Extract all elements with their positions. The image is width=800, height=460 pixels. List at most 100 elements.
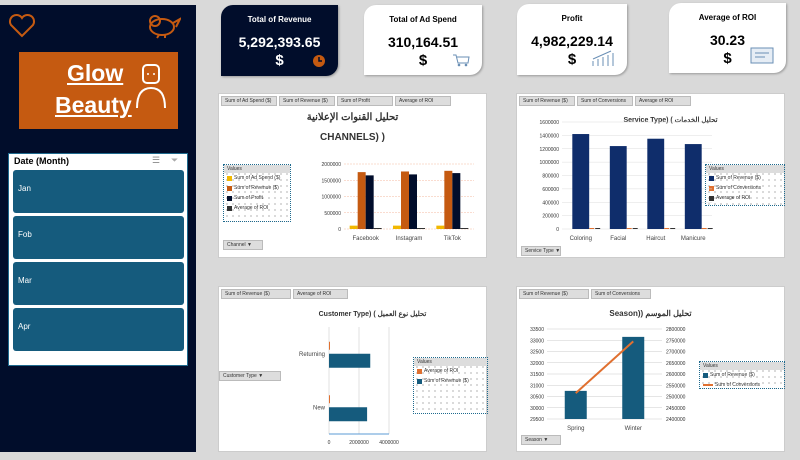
field-button[interactable]: Sum of Revenue ($) <box>279 96 335 106</box>
filter-dropdown[interactable]: Customer Type ▼ <box>219 371 281 381</box>
field-button[interactable]: Sum of Revenue ($) <box>221 289 291 299</box>
legend-swatch <box>227 175 232 181</box>
kpi-title: Profit <box>561 14 583 23</box>
field-button[interactable]: Sum of Profit <box>337 96 393 106</box>
kpi-value: 310,164.51 <box>387 34 459 50</box>
field-button[interactable]: Sum of Revenue ($) <box>519 289 589 299</box>
legend-item: Sum of Conversions <box>706 183 784 193</box>
tick-label: 600000 <box>542 187 559 193</box>
category-label: Facebook <box>352 236 379 242</box>
tick-label-left: 29500 <box>530 417 544 423</box>
bar <box>452 173 461 229</box>
slicer-item-apr[interactable]: Apr <box>13 308 184 351</box>
tick-label: 1200000 <box>540 147 560 153</box>
field-button[interactable]: Sum of Revenue ($) <box>519 96 575 106</box>
tick-label: 500000 <box>324 211 341 217</box>
slicer-item-feb[interactable]: Fob <box>13 216 184 259</box>
legend-title: Values <box>700 362 784 370</box>
bar <box>417 228 425 229</box>
tick-label-right: 2450000 <box>666 406 686 412</box>
legend-item: Sum of Conversions <box>700 380 784 390</box>
legend-swatch <box>703 372 708 378</box>
tick-label: 1000000 <box>322 195 342 201</box>
line-series <box>575 340 634 394</box>
category-label: Spring <box>567 426 584 432</box>
chart-legend: Values Sum of Ad Spend ($) Sum of Revenue … <box>223 164 291 222</box>
legend-swatch <box>709 195 714 201</box>
tick-label-right: 2800000 <box>666 327 686 333</box>
bar <box>373 228 382 229</box>
bar <box>632 228 638 229</box>
legend-label: Sum of Revenue ($) <box>716 175 761 181</box>
legend-item: Sum of Ad Spend ($) <box>224 173 290 183</box>
legend-swatch <box>227 185 232 191</box>
tick-label-left: 33000 <box>530 338 544 344</box>
legend-item: Sum of Revenue ($) <box>414 376 487 386</box>
bar <box>460 228 469 229</box>
kpi-profit: Profit 4,982,229.14 $ <box>517 4 627 75</box>
bar <box>357 172 366 229</box>
tick-label-left: 32500 <box>530 350 544 356</box>
bar <box>684 144 702 229</box>
slicer-item-mar[interactable]: Mar <box>13 262 184 305</box>
slicer-item-jan[interactable]: Jan <box>13 170 184 213</box>
legend-swatch <box>227 205 232 211</box>
bar <box>572 134 590 229</box>
field-button[interactable]: Average of ROI <box>293 289 348 299</box>
month-slicer: Date (Month) ☰ ⏷ Jan Fob Mar Apr <box>8 153 188 366</box>
legend-swatch <box>417 368 422 374</box>
tick-label-right: 2600000 <box>666 372 686 378</box>
kpi-revenue: Total of Revenue 5,292,393.65 $ <box>221 5 338 76</box>
bar <box>670 228 676 229</box>
field-button[interactable]: Sum of Conversions <box>577 96 633 106</box>
field-button[interactable]: Average of ROI <box>395 96 451 106</box>
channel-chart: Sum of Ad Spend ($) Sum of Revenue ($) Sum… <box>218 93 487 258</box>
legend-title: Values <box>224 165 290 173</box>
legend-swatch <box>417 378 422 384</box>
legend-swatch <box>709 185 714 191</box>
legend-item: Sum of Revenue ($) <box>224 183 290 193</box>
tick-label-left: 32000 <box>530 361 544 367</box>
legend-label: Average of ROI <box>424 368 459 374</box>
bar <box>436 225 445 229</box>
bar <box>664 227 670 229</box>
field-button[interactable]: Average of ROI <box>635 96 691 106</box>
field-button[interactable]: Sum of Ad Spend ($) <box>221 96 277 106</box>
tick-label-right: 2700000 <box>666 350 686 356</box>
slicer-title: Date (Month) <box>14 156 69 166</box>
service-chart: Sum of Revenue ($) Sum of Conversions Aver… <box>516 93 785 258</box>
bar <box>564 390 587 419</box>
brand-logo: Glow Beauty <box>19 52 178 129</box>
filter-dropdown[interactable]: Season ▼ <box>521 435 561 445</box>
category-label: Returning <box>299 352 325 358</box>
legend-label: Sum of Profit <box>234 195 263 201</box>
tick-label: 0 <box>338 227 341 233</box>
legend-label: Average of ROI <box>716 195 751 201</box>
legend-title: Values <box>414 358 487 366</box>
bar <box>401 171 409 229</box>
multi-select-icon[interactable]: ☰ <box>152 155 161 165</box>
legend-label: Sum of Revenue ($) <box>710 372 755 378</box>
bar <box>329 341 330 350</box>
kpi-unit: $ <box>567 51 577 68</box>
legend-swatch <box>703 384 713 386</box>
chart-title: Customer Type) ( تحليل نوع العميل <box>318 311 427 318</box>
bar <box>329 395 330 404</box>
clear-filter-icon[interactable]: ⏷ <box>171 155 179 165</box>
tick-label: 1500000 <box>322 178 342 184</box>
customer-chart: Sum of Revenue ($) Average of ROI Customer… <box>218 286 488 452</box>
kpi-value: 5,292,393.65 <box>238 34 321 50</box>
chart-title: تحليل القنوات الإعلانية <box>306 112 399 123</box>
chart-legend: Values Average of ROI Sum of Revenue ($) <box>413 357 488 414</box>
tick-label-left: 31000 <box>530 383 544 389</box>
chevron-down-icon: ▼ <box>553 248 561 254</box>
field-button[interactable]: Sum of Conversions <box>591 289 651 299</box>
legend-item: Sum of Profit <box>224 193 290 203</box>
kpi-unit: $ <box>723 50 732 67</box>
kpi-value: 30.23 <box>709 32 746 48</box>
filter-dropdown[interactable]: Channel ▼ <box>223 240 263 250</box>
bar <box>595 228 601 229</box>
filter-dropdown[interactable]: Service Type ▼ <box>521 246 561 256</box>
legend-swatch <box>709 175 714 181</box>
season-chart: Sum of Revenue ($) Sum of Conversions Seas… <box>516 286 785 452</box>
